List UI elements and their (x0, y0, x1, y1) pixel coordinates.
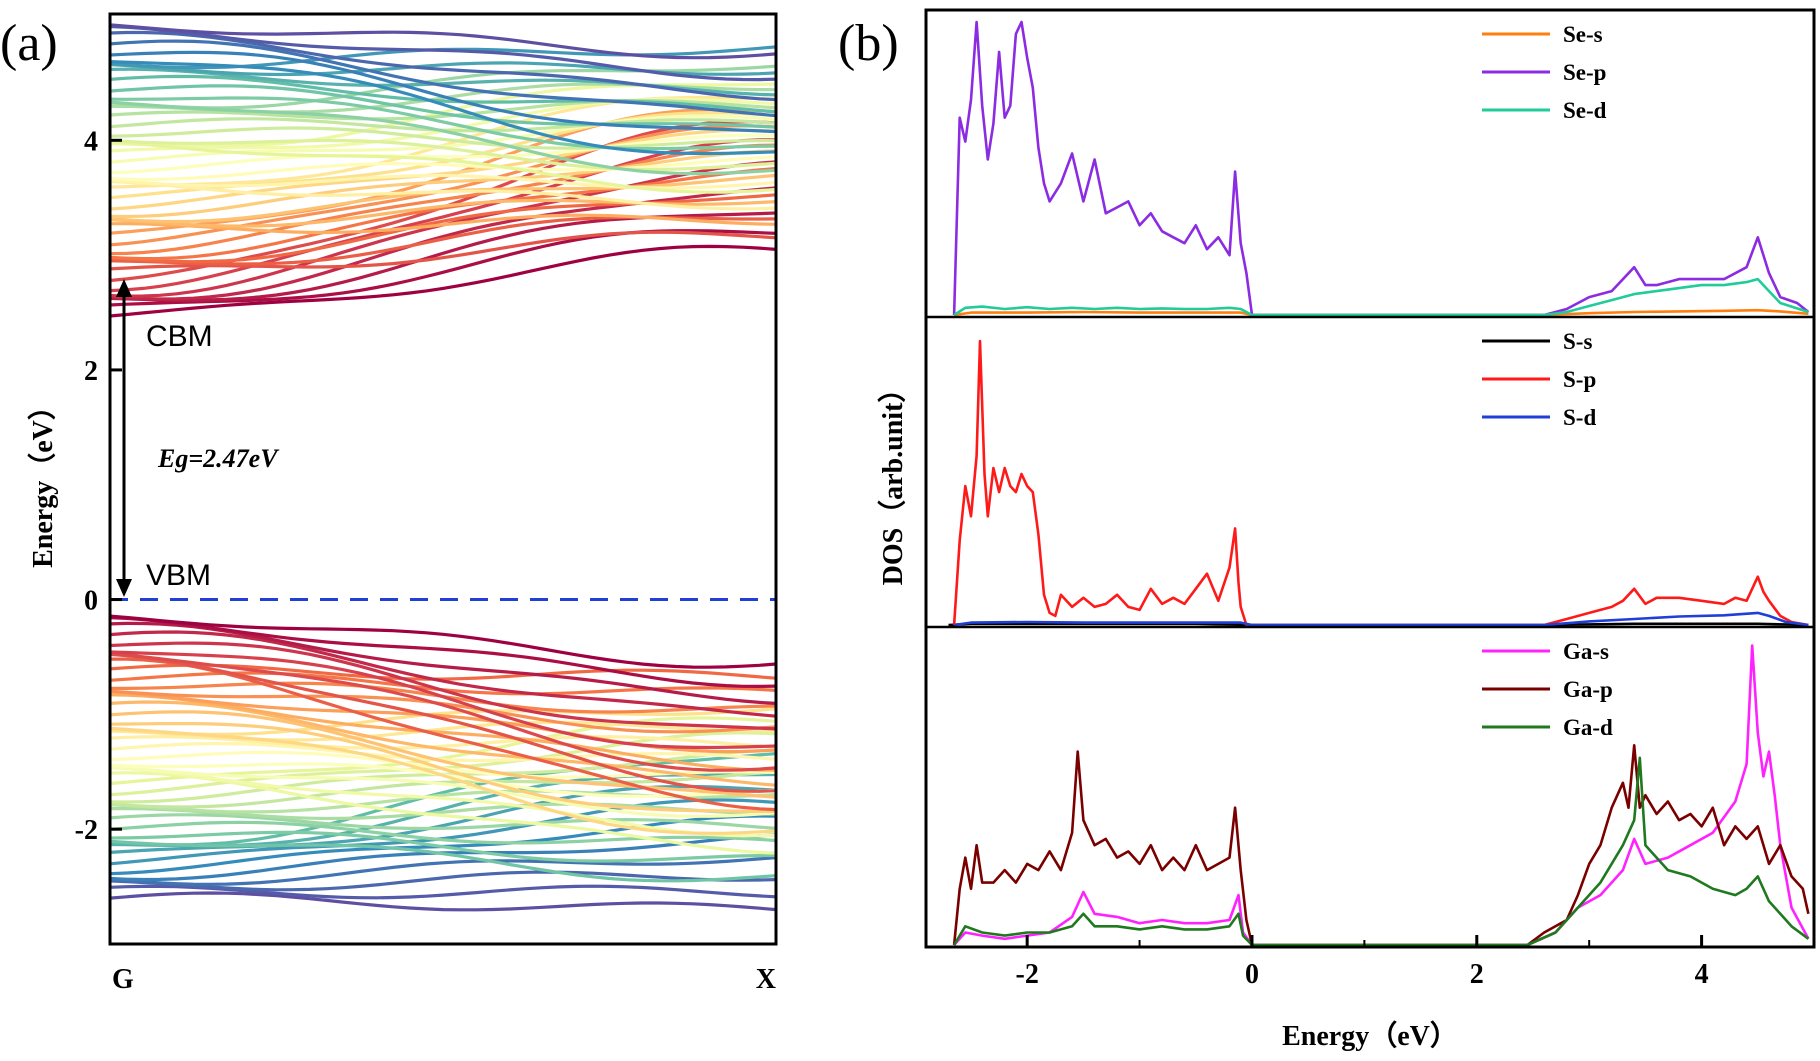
kpoint-label-x: X (756, 964, 776, 995)
legend-label: S-s (1563, 329, 1592, 354)
conduction-band (110, 213, 776, 235)
valence-band (110, 820, 776, 845)
valence-band (110, 641, 776, 731)
vbm-label: VBM (146, 559, 211, 592)
conduction-band (110, 98, 776, 121)
conduction-band (110, 139, 776, 194)
valence-band (110, 839, 776, 883)
dos-subplots (948, 20, 1810, 947)
valence-band (110, 830, 776, 863)
conduction-band (110, 24, 776, 82)
valence-band (110, 726, 776, 835)
conduction-band (110, 229, 776, 307)
valence-band (110, 630, 776, 718)
band-y-ticks: -2 0 2 4 (75, 126, 122, 846)
y-tick-label: -2 (75, 815, 98, 846)
conduction-band (110, 179, 776, 211)
legend-label: Ga-s (1563, 639, 1609, 664)
valence-band (110, 693, 776, 772)
x-tick-label: 0 (1245, 959, 1259, 990)
cbm-label: CBM (146, 320, 213, 353)
valence-band (110, 616, 776, 689)
dos-line-se-p (952, 20, 1810, 317)
valence-band (110, 652, 776, 793)
valence-band (110, 652, 776, 772)
conduction-band (110, 133, 776, 175)
x-tick-label: 2 (1470, 959, 1484, 990)
valence-band (110, 766, 776, 838)
conduction-band (110, 100, 776, 176)
legend-label: Se-s (1563, 22, 1603, 47)
y-tick-label: 4 (84, 126, 98, 157)
dos-y-axis-title: DOS（arb.unit） (876, 375, 909, 586)
conduction-band (110, 50, 776, 134)
valence-band (110, 650, 776, 750)
conduction-band (110, 193, 776, 264)
conduction-band (110, 138, 776, 172)
band-structure-panel: -2 0 2 4 G X Energy（eV） CBM VBM Eg=2.47eV (26, 12, 778, 995)
conduction-band (110, 23, 776, 60)
dos-legends: Se-s Se-p Se-d S-s S-p S-d Ga-s Ga-p Ga-d (1482, 22, 1613, 740)
dos-x-axis-title: Energy（eV） (1282, 1019, 1458, 1052)
dos-panel: -2 0 2 4 Energy（eV） DOS（arb.unit） Se-sSe-pS… (876, 8, 1816, 1052)
dos-line-s-d (953, 611, 1809, 627)
legend-label: S-d (1563, 405, 1596, 430)
conduction-band (110, 149, 776, 219)
conduction-band (110, 173, 776, 190)
conduction-band (110, 107, 776, 235)
conduction-band (110, 230, 776, 271)
valence-band (110, 614, 776, 669)
conduction-band (110, 60, 776, 156)
dos-line-ga-d (952, 756, 1810, 947)
legend-label: Se-p (1563, 60, 1606, 85)
band-gap-label: Eg=2.47eV (157, 444, 280, 473)
panel-label-a: (a) (0, 15, 58, 72)
conduction-band (110, 84, 776, 129)
band-plot-frame (108, 12, 778, 946)
conduction-band (110, 30, 776, 102)
conduction-band (110, 96, 776, 151)
valence-band (110, 722, 776, 814)
conduction-band (110, 244, 776, 318)
valence-band (110, 700, 776, 787)
x-tick-label: -2 (1016, 959, 1039, 990)
y-tick-label: 2 (84, 356, 98, 387)
valence-band (110, 752, 776, 847)
dos-line-s-s (948, 622, 1809, 627)
conduction-band (110, 166, 776, 261)
legend-label: S-p (1563, 367, 1596, 392)
valence-band (110, 856, 776, 886)
legend-label: Se-d (1563, 98, 1607, 123)
legend-label: Ga-p (1563, 677, 1613, 702)
dos-line-se-d (953, 277, 1809, 317)
band-gap-arrow (116, 279, 132, 597)
kpoint-label-g: G (112, 964, 134, 995)
valence-band (110, 707, 776, 736)
conduction-band (110, 143, 776, 256)
valence-band (110, 710, 776, 799)
conduction-band (110, 39, 776, 118)
valence-band (110, 870, 776, 892)
valence-band (110, 764, 776, 818)
dos-line-s-p (952, 339, 1809, 627)
valence-band (110, 689, 776, 754)
dos-line-ga-p (952, 744, 1810, 947)
valence-band (110, 891, 776, 912)
panel-label-b: (b) (838, 15, 899, 72)
conduction-band (110, 155, 776, 182)
conduction-band (110, 126, 776, 150)
conduction-band (110, 186, 776, 301)
dos-x-ticks: -2 0 2 4 (1016, 935, 1709, 990)
valence-band (110, 813, 776, 831)
band-y-axis-title: Energy（eV） (26, 392, 59, 568)
dos-plot-frame (924, 8, 1816, 949)
legend-label: Ga-d (1563, 715, 1613, 740)
x-tick-label: 4 (1695, 959, 1709, 990)
band-lines (110, 23, 776, 912)
conduction-band (110, 74, 776, 114)
y-tick-label: 0 (84, 586, 98, 617)
